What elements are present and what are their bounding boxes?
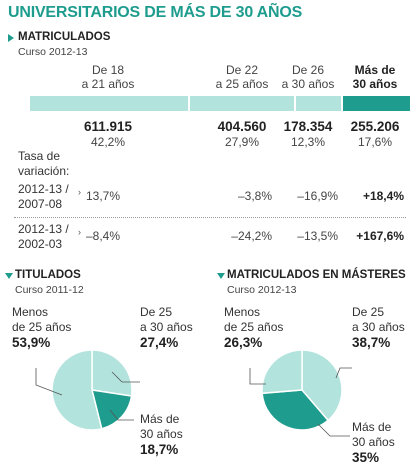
pie-slice-label: De 25 a 30 años 38,7% <box>352 305 405 350</box>
page-title: UNIVERSITARIOS DE MÁS DE 30 AÑOS <box>8 4 303 21</box>
bullet-icon: › <box>78 227 81 237</box>
pie-slice-label: Más de 30 años 18,7% <box>140 412 183 457</box>
bar-percent-label: 27,9% <box>224 135 260 149</box>
bar-segment <box>296 96 342 111</box>
bar-category-label: De 22 a 25 años <box>215 63 269 91</box>
bar-value-label: 255.206 <box>350 119 400 134</box>
bar-percent-label: 17,6% <box>357 135 393 149</box>
bar-value-label: 404.560 <box>217 119 267 134</box>
bar-category-label: De 26 a 30 años <box>281 63 335 91</box>
section-marker-icon <box>8 34 14 42</box>
leader-line <box>35 368 63 396</box>
section-subtitle-titulados: Curso 2011-12 <box>15 284 84 296</box>
rate-value-highlight: +18,4% <box>362 189 404 203</box>
rate-value: –24,2% <box>231 229 272 243</box>
pie-slice <box>90 389 133 430</box>
bar-segment <box>30 96 189 111</box>
rate-period-label: 2012-13 /2007-08 <box>18 182 69 211</box>
section-subtitle-masteres: Curso 2012-13 <box>227 284 297 296</box>
pie-slice-label: Menos de 25 años 26,3% <box>224 305 284 350</box>
pie-slice <box>301 349 343 422</box>
bar-value-label: 611.915 <box>83 119 133 134</box>
section-title-masteres: MATRICULADOS EN MÁSTERES <box>227 269 406 281</box>
bar-value-label: 178.354 <box>283 119 333 134</box>
rate-value: –16,9% <box>297 189 338 203</box>
bar-segment <box>190 96 295 111</box>
pie-slice-label: Menos de 25 años 53,9% <box>12 305 72 350</box>
rate-value: –13,5% <box>297 229 338 243</box>
bar-percent-label: 42,2% <box>90 135 126 149</box>
section-marker-icon <box>217 273 225 279</box>
section-subtitle-matriculados: Curso 2012-13 <box>18 46 88 58</box>
bar-percent-label: 12,3% <box>290 135 326 149</box>
bar-category-label-highlight: Más de 30 años <box>352 63 398 91</box>
pie-slice <box>261 349 303 395</box>
rate-value: –8,4% <box>86 229 121 243</box>
leader-line <box>335 367 352 379</box>
pie-slice-label: Más de 30 años 35% <box>352 420 395 465</box>
rate-title: Tasa de variación: <box>18 149 70 178</box>
section-title-titulados: TITULADOS <box>15 269 81 281</box>
rate-value: –3,8% <box>237 189 272 203</box>
rate-period-label: 2012-13 /2002-03 <box>18 222 69 251</box>
pie-slice-label: De 25 a 30 años 27,4% <box>140 305 193 350</box>
row-divider <box>14 217 406 218</box>
leader-line <box>249 368 266 385</box>
bar-segment-highlight <box>343 96 410 111</box>
pie-slice <box>51 349 103 431</box>
section-marker-icon <box>5 273 13 279</box>
rate-value: 13,7% <box>86 189 121 203</box>
bullet-icon: › <box>78 187 81 197</box>
rate-value-highlight: +167,6% <box>356 229 404 243</box>
leader-line <box>109 409 134 421</box>
leader-line <box>111 371 140 383</box>
pie-slice <box>261 389 330 431</box>
leader-line <box>317 423 350 437</box>
pie-slice <box>91 349 133 397</box>
bar-category-label: De 18 a 21 años <box>81 63 135 91</box>
section-title-matriculados: MATRICULADOS <box>18 31 111 43</box>
